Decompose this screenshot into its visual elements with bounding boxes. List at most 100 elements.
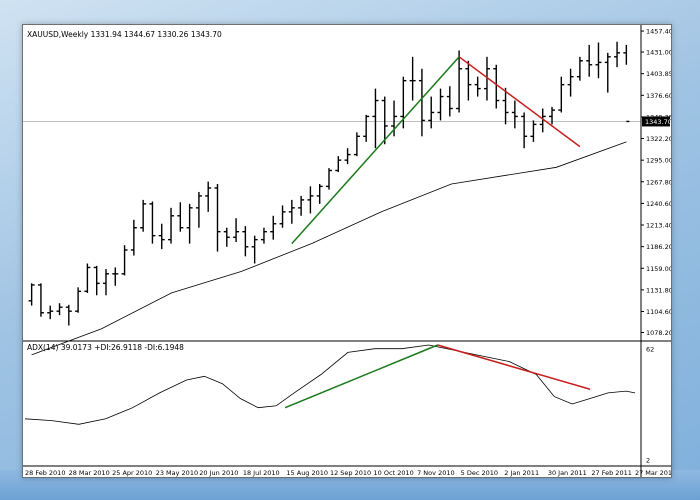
ohlc-bar <box>93 265 100 296</box>
adx-y-tick-label: 2 <box>646 456 650 464</box>
ohlc-bar <box>493 64 500 109</box>
y-tick-label: 1104.60 <box>646 308 671 316</box>
ohlc-bar <box>251 235 258 264</box>
ohlc-bar <box>65 304 72 326</box>
ohlc-bar <box>474 76 481 97</box>
x-tick-label: 23 May 2010 <box>156 469 198 477</box>
ohlc-bar <box>586 44 593 77</box>
ohlc-bar <box>381 96 388 145</box>
ohlc-bar <box>28 283 35 306</box>
x-tick-label: 12 Sep 2010 <box>330 469 371 477</box>
ohlc-bar <box>270 215 277 240</box>
x-tick-label: 2 Jan 2011 <box>504 469 539 477</box>
ohlc-bar <box>56 303 63 316</box>
y-tick-label: 1131.80 <box>646 286 671 294</box>
ohlc-bar <box>428 96 435 129</box>
ohlc-bar <box>521 112 528 149</box>
x-tick-label: 18 Jul 2010 <box>243 469 280 477</box>
price-uptrend-line <box>291 56 460 245</box>
x-tick-label: 20 Jun 2010 <box>199 469 238 477</box>
ohlc-bar <box>409 56 416 101</box>
ohlc-bar <box>614 41 621 68</box>
price-tag-label: 1343.70 <box>645 118 671 126</box>
ohlc-bar <box>344 148 351 165</box>
ohlc-bar <box>84 263 91 293</box>
ohlc-bar <box>102 269 109 296</box>
ohlc-bar <box>260 227 267 244</box>
ohlc-bar <box>446 86 453 117</box>
y-tick-label: 1431.00 <box>646 49 671 57</box>
y-tick-label: 1457.40 <box>646 28 671 36</box>
ohlc-bar <box>75 287 82 313</box>
ohlc-bar <box>158 223 165 250</box>
ohlc-bar <box>121 245 128 276</box>
ohlc-bar <box>177 202 184 232</box>
ohlc-bar <box>363 114 370 142</box>
ohlc-bar <box>483 56 490 101</box>
x-tick-label: 5 Dec 2010 <box>461 469 498 477</box>
y-tick-label: 1322.20 <box>646 135 671 143</box>
current-price-tag: 1343.70 <box>642 116 671 127</box>
y-tick-label: 1240.60 <box>646 200 671 208</box>
ohlc-bar <box>37 283 44 317</box>
x-tick-label: 7 Nov 2010 <box>417 469 455 477</box>
x-tick-label: 25 Apr 2010 <box>112 469 152 477</box>
ohlc-bar <box>112 267 119 286</box>
ohlc-bar <box>502 87 509 125</box>
ohlc-bar <box>316 184 323 204</box>
x-tick-label: 27 Feb 2011 <box>591 469 631 477</box>
ohlc-bar <box>279 205 286 228</box>
ohlc-bar <box>298 195 305 216</box>
y-tick-label: 1213.40 <box>646 222 671 230</box>
y-tick-label: 1376.60 <box>646 92 671 100</box>
y-tick-label: 1267.80 <box>646 178 671 186</box>
y-tick-label: 1295.00 <box>646 157 671 165</box>
price-downtrend-line <box>458 56 581 148</box>
adx-panel <box>24 344 636 425</box>
price-tag-bg <box>642 116 670 127</box>
ohlc-bar <box>307 186 314 214</box>
ohlc-bar <box>233 218 240 243</box>
symbol-header: XAUUSD,Weekly 1331.94 1344.67 1330.26 13… <box>27 30 222 39</box>
ohlc-bar <box>418 68 425 137</box>
ohlc-bar <box>372 88 379 149</box>
ohlc-bar <box>149 201 156 244</box>
x-tick-label: 10 Oct 2010 <box>374 469 414 477</box>
ohlc-bar <box>595 42 602 79</box>
ohlc-bar <box>437 88 444 121</box>
x-tick-label: 27 Mar 2011 <box>635 469 671 477</box>
x-tick-label: 28 Feb 2010 <box>25 469 65 477</box>
ohlc-bar <box>168 207 175 244</box>
y-tick-label: 1159.00 <box>646 265 671 273</box>
ohlc-bar <box>130 219 137 256</box>
y-tick-label: 1078.20 <box>646 329 671 337</box>
x-tick-label: 15 Aug 2010 <box>286 469 328 477</box>
y-tick-label: 1186.20 <box>646 243 671 251</box>
adx-uptrend-line <box>284 344 438 409</box>
ohlc-bar <box>549 106 556 125</box>
ohlc-bar <box>288 199 295 224</box>
chart-window: 1457.401431.001403.851376.601349.351322.… <box>22 24 672 478</box>
chart-canvas: 1457.401431.001403.851376.601349.351322.… <box>23 25 671 477</box>
ohlc-bar <box>140 199 147 232</box>
x-tick-label: 28 Mar 2010 <box>69 469 110 477</box>
ohlc-bar <box>242 226 249 257</box>
ohlc-bar <box>353 132 360 157</box>
ohlc-bar <box>558 76 565 113</box>
ohlc-bar <box>326 168 332 190</box>
ohlc-bar <box>214 184 221 252</box>
ohlc-bar <box>530 120 537 142</box>
adx-y-tick-label: 62 <box>646 346 654 354</box>
ohlc-bar <box>456 50 463 113</box>
x-tick-label: 30 Jan 2011 <box>548 469 587 477</box>
ohlc-bar <box>186 203 193 244</box>
ohlc-bar <box>604 52 611 93</box>
ohlc-bar <box>195 191 202 228</box>
ohlc-bar <box>623 44 630 123</box>
indicator-header: ADX(14) 39.0173 +DI:26.9118 -DI:6.1948 <box>27 343 184 352</box>
ohlc-bar <box>47 305 54 320</box>
ohlc-bar <box>465 60 472 101</box>
adx-line <box>24 344 636 425</box>
ohlc-bar <box>576 56 583 81</box>
ohlc-bar <box>223 227 230 247</box>
